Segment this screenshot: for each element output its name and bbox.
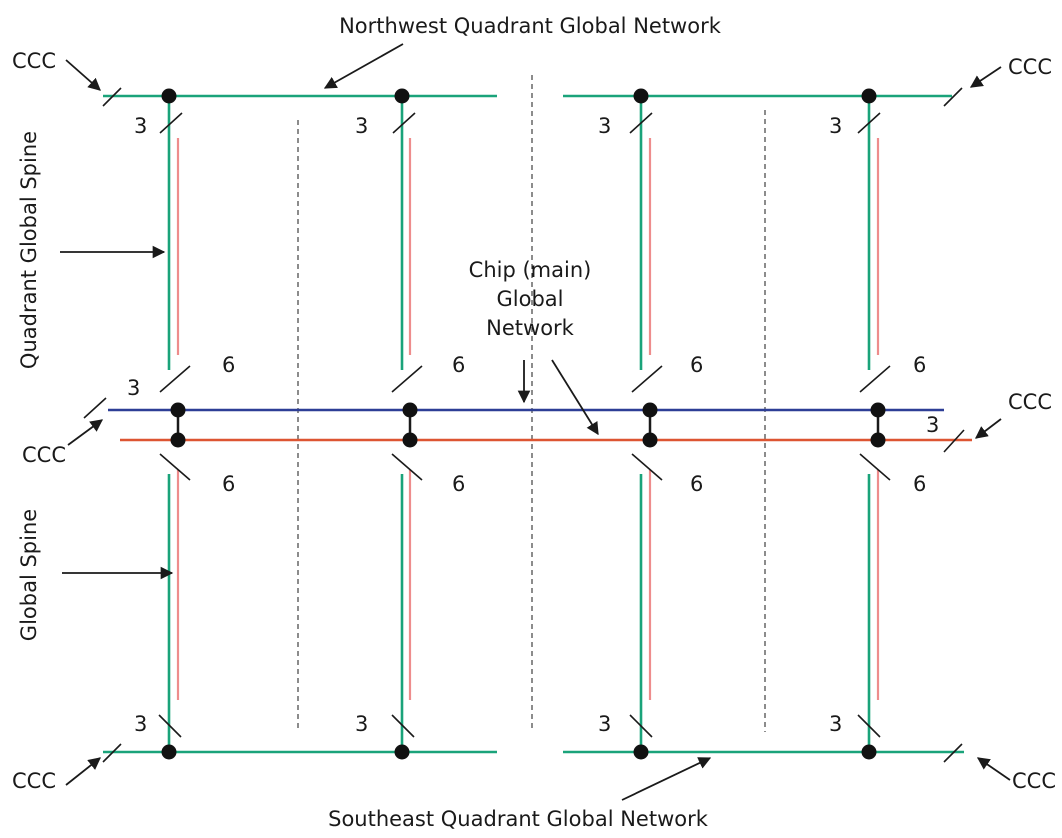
node-top-1: [161, 88, 177, 104]
bottom-network-label: Southeast Quadrant Global Network: [328, 807, 709, 831]
chip-width-upper-4: 6: [913, 353, 926, 377]
width-top-3: 3: [598, 114, 611, 138]
quadrant-spine-label: Quadrant Global Spine: [17, 131, 41, 369]
width-mid-left: 3: [127, 376, 140, 400]
node-top-3: [633, 88, 649, 104]
node-dots: [161, 88, 886, 760]
chip-width-lower-2: 6: [452, 472, 465, 496]
node-red-4: [870, 432, 886, 448]
width-top-2: 3: [355, 114, 368, 138]
node-top-2: [394, 88, 410, 104]
partition-lines: [297, 75, 766, 732]
width-bottom-1: 3: [134, 712, 147, 736]
node-top-4: [861, 88, 877, 104]
ccc-mid-left: CCC: [22, 443, 66, 467]
ccc-top-left: CCC: [12, 49, 56, 73]
node-blue-4: [870, 402, 886, 418]
width-slashes: [83, 87, 965, 763]
chip-width-upper-1: 6: [222, 353, 235, 377]
node-blue-1: [170, 402, 186, 418]
node-blue-2: [402, 402, 418, 418]
arrow-ccc-mid-right: [974, 418, 1002, 439]
node-red-3: [642, 432, 658, 448]
width-mid-right: 3: [926, 413, 939, 437]
chip-width-lower-4: 6: [913, 472, 926, 496]
chip-width-upper-2: 6: [452, 353, 465, 377]
quadrant-networks: [103, 94, 964, 754]
node-blue-3: [642, 402, 658, 418]
chip-width-upper-3: 6: [690, 353, 703, 377]
arrow-chip-red: [551, 359, 599, 436]
arrow-ccc-top-right: [969, 66, 1002, 88]
arrow-ccc-bottom-left: [65, 757, 101, 786]
arrow-ccc-bottom-right: [976, 757, 1011, 781]
node-bottom-1: [161, 744, 177, 760]
node-bottom-3: [633, 744, 649, 760]
width-top-1: 3: [134, 114, 147, 138]
top-network-label: Northwest Quadrant Global Network: [339, 14, 722, 38]
chip-width-lower-1: 6: [222, 472, 235, 496]
spine-return-lines: [176, 138, 880, 700]
chip-width-lower-3: 6: [690, 472, 703, 496]
ccc-bottom-left: CCC: [12, 769, 56, 793]
arrow-bottom-network: [621, 757, 712, 801]
width-top-4: 3: [829, 114, 842, 138]
chip-label-line3: Network: [486, 316, 575, 340]
chip-label-line2: Global: [497, 287, 564, 311]
node-red-1: [170, 432, 186, 448]
arrow-ccc-top-left: [65, 59, 101, 91]
node-bottom-2: [394, 744, 410, 760]
node-bottom-4: [861, 744, 877, 760]
arrows: [60, 43, 1011, 801]
ccc-bottom-right: CCC: [1012, 769, 1056, 793]
global-spine-label: Global Spine: [17, 509, 41, 641]
node-red-2: [402, 432, 418, 448]
chip-links: [176, 410, 880, 440]
width-bottom-2: 3: [355, 712, 368, 736]
ccc-mid-right: CCC: [1008, 390, 1052, 414]
chip-label-line1: Chip (main): [469, 258, 592, 282]
width-bottom-4: 3: [829, 712, 842, 736]
width-bottom-3: 3: [598, 712, 611, 736]
arrow-top-network: [323, 43, 404, 89]
arrow-ccc-mid-left: [67, 419, 104, 446]
ccc-top-right: CCC: [1008, 55, 1052, 79]
